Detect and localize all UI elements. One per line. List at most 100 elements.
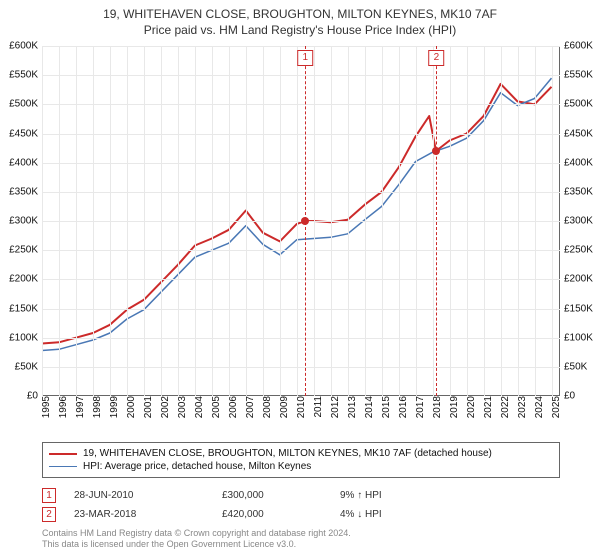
y-axis-label-right: £600K bbox=[560, 41, 593, 52]
marker-delta: 9% ↑ HPI bbox=[340, 490, 560, 501]
gridline-v bbox=[263, 46, 264, 396]
y-axis-label-left: £400K bbox=[9, 157, 42, 168]
gridline-v bbox=[348, 46, 349, 396]
marker-line bbox=[436, 46, 437, 396]
x-axis-label: 2017 bbox=[413, 396, 426, 418]
gridline-h bbox=[42, 367, 560, 368]
x-axis-label: 2015 bbox=[379, 396, 392, 418]
gridline-h bbox=[42, 338, 560, 339]
y-axis-label-left: £100K bbox=[9, 332, 42, 343]
y-axis-label-right: £50K bbox=[560, 361, 587, 372]
gridline-h bbox=[42, 104, 560, 105]
x-axis-label: 2006 bbox=[226, 396, 239, 418]
x-axis-label: 1995 bbox=[39, 396, 52, 418]
gridline-v bbox=[382, 46, 383, 396]
x-axis-label: 2013 bbox=[345, 396, 358, 418]
x-axis-label: 2014 bbox=[362, 396, 375, 418]
legend-row: 19, WHITEHAVEN CLOSE, BROUGHTON, MILTON … bbox=[49, 447, 553, 460]
gridline-v bbox=[433, 46, 434, 396]
x-axis-label: 2020 bbox=[464, 396, 477, 418]
x-axis-label: 1996 bbox=[56, 396, 69, 418]
gridline-v bbox=[501, 46, 502, 396]
marker-badge: 2 bbox=[429, 50, 445, 66]
gridline-v bbox=[76, 46, 77, 396]
gridline-h bbox=[42, 75, 560, 76]
y-axis-label-right: £250K bbox=[560, 245, 593, 256]
gridline-v bbox=[297, 46, 298, 396]
legend-swatch bbox=[49, 453, 77, 455]
y-axis-label-left: £150K bbox=[9, 303, 42, 314]
y-axis-label-right: £500K bbox=[560, 99, 593, 110]
y-axis-label-left: £450K bbox=[9, 128, 42, 139]
x-axis-label: 2018 bbox=[430, 396, 443, 418]
gridline-v bbox=[93, 46, 94, 396]
gridline-h bbox=[42, 192, 560, 193]
gridline-v bbox=[280, 46, 281, 396]
gridline-h bbox=[42, 163, 560, 164]
y-axis-label-right: £200K bbox=[560, 274, 593, 285]
x-axis-label: 2011 bbox=[311, 396, 324, 418]
gridline-v bbox=[127, 46, 128, 396]
plot-area: £0£0£50K£50K£100K£100K£150K£150K£200K£20… bbox=[42, 46, 560, 396]
title-line-1: 19, WHITEHAVEN CLOSE, BROUGHTON, MILTON … bbox=[0, 6, 600, 22]
marker-table-row: 2 23-MAR-2018 £420,000 4% ↓ HPI bbox=[42, 505, 560, 524]
x-axis-label: 2005 bbox=[209, 396, 222, 418]
legend-row: HPI: Average price, detached house, Milt… bbox=[49, 460, 553, 473]
legend-swatch bbox=[49, 466, 77, 467]
marker-price: £420,000 bbox=[222, 509, 332, 520]
marker-price: £300,000 bbox=[222, 490, 332, 501]
gridline-v bbox=[246, 46, 247, 396]
x-axis-label: 2012 bbox=[328, 396, 341, 418]
marker-dot bbox=[301, 217, 309, 225]
x-axis-label: 2003 bbox=[175, 396, 188, 418]
x-axis-label: 2002 bbox=[158, 396, 171, 418]
gridline-h bbox=[42, 279, 560, 280]
y-axis-label-left: £50K bbox=[15, 361, 42, 372]
gridline-v bbox=[144, 46, 145, 396]
gridline-v bbox=[212, 46, 213, 396]
legend-label: 19, WHITEHAVEN CLOSE, BROUGHTON, MILTON … bbox=[83, 448, 492, 459]
footnote-line: This data is licensed under the Open Gov… bbox=[42, 539, 296, 549]
x-axis-label: 1998 bbox=[90, 396, 103, 418]
gridline-v bbox=[467, 46, 468, 396]
y-axis-label-right: £150K bbox=[560, 303, 593, 314]
x-axis-label: 2016 bbox=[396, 396, 409, 418]
x-axis-label: 2010 bbox=[294, 396, 307, 418]
gridline-h bbox=[42, 46, 560, 47]
x-axis-label: 2021 bbox=[481, 396, 494, 418]
title-line-2: Price paid vs. HM Land Registry's House … bbox=[0, 22, 600, 38]
y-axis-label-left: £600K bbox=[9, 41, 42, 52]
gridline-v bbox=[365, 46, 366, 396]
y-axis-label-left: £550K bbox=[9, 70, 42, 81]
marker-date: 28-JUN-2010 bbox=[74, 490, 214, 501]
gridline-h bbox=[42, 309, 560, 310]
y-axis-label-right: £450K bbox=[560, 128, 593, 139]
gridline-v bbox=[450, 46, 451, 396]
x-axis-label: 2001 bbox=[141, 396, 154, 418]
x-axis-label: 1997 bbox=[73, 396, 86, 418]
chart-title: 19, WHITEHAVEN CLOSE, BROUGHTON, MILTON … bbox=[0, 0, 600, 38]
y-axis-label-right: £550K bbox=[560, 70, 593, 81]
x-axis-label: 2023 bbox=[515, 396, 528, 418]
y-axis-label-left: £200K bbox=[9, 274, 42, 285]
gridline-v bbox=[518, 46, 519, 396]
footnote-line: Contains HM Land Registry data © Crown c… bbox=[42, 528, 351, 538]
legend-label: HPI: Average price, detached house, Milt… bbox=[83, 461, 311, 472]
gridline-v bbox=[178, 46, 179, 396]
marker-delta: 4% ↓ HPI bbox=[340, 509, 560, 520]
x-axis-label: 1999 bbox=[107, 396, 120, 418]
marker-table: 128-JUN-2010£300,0009% ↑ HPI223-MAR-2018… bbox=[42, 486, 560, 524]
y-axis-label-left: £250K bbox=[9, 245, 42, 256]
marker-table-badge: 2 bbox=[42, 507, 56, 522]
x-axis-label: 2009 bbox=[277, 396, 290, 418]
marker-date: 23-MAR-2018 bbox=[74, 509, 214, 520]
gridline-v bbox=[484, 46, 485, 396]
gridline-v bbox=[314, 46, 315, 396]
gridline-v bbox=[161, 46, 162, 396]
y-axis-label-left: £350K bbox=[9, 186, 42, 197]
gridline-v bbox=[331, 46, 332, 396]
y-axis-label-right: £100K bbox=[560, 332, 593, 343]
x-axis-label: 2025 bbox=[549, 396, 562, 418]
legend: 19, WHITEHAVEN CLOSE, BROUGHTON, MILTON … bbox=[42, 442, 560, 478]
x-axis-label: 2019 bbox=[447, 396, 460, 418]
